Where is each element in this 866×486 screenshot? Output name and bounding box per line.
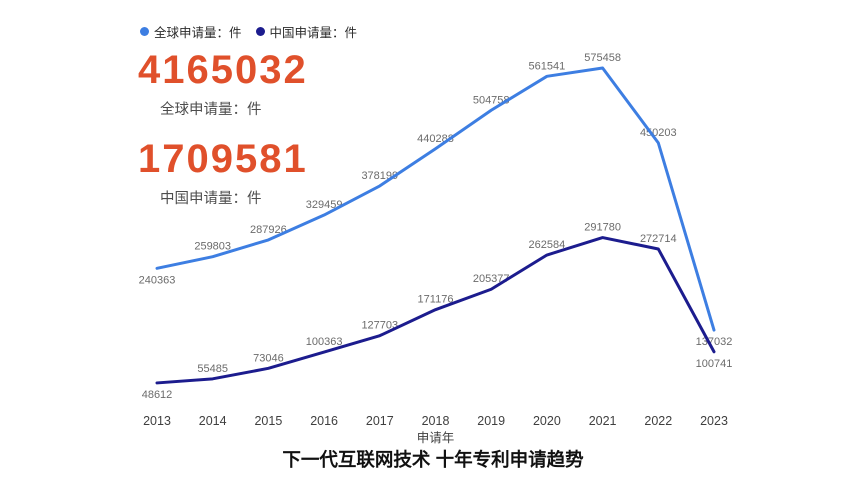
x-axis-tick: 2019 [477,414,505,428]
x-axis-tick: 2023 [700,414,728,428]
data-label: 561541 [529,60,566,72]
data-label: 262584 [529,239,566,251]
series-line-中国申请量 [155,236,716,385]
series-line-全球申请量 [155,66,716,332]
china-series-dot-icon [255,27,265,36]
data-label: 55485 [197,363,228,375]
x-axis-title: 申请年 [417,431,455,445]
global-total-label: 全球申请量：件 [160,102,262,118]
data-label: 329459 [306,199,343,211]
data-label: 291780 [584,222,621,234]
data-label: 450203 [640,127,677,139]
x-axis-tick: 2020 [533,414,561,428]
x-axis-tick: 2017 [366,414,394,428]
chart-title: 下一代互联网技术 十年专利申请趋势 [282,449,584,470]
legend-label-china: 中国申请量：件 [269,26,358,40]
x-axis-tick: 2021 [589,414,617,428]
x-axis-tick: 2018 [422,414,450,428]
x-axis-tick: 2014 [199,414,227,428]
summary-stats: 4165032 全球申请量：件 1709581 中国申请量：件 [138,48,358,226]
data-label: 100741 [696,358,733,370]
data-label: 240363 [139,274,176,286]
data-label: 272714 [640,233,677,245]
data-label: 171176 [418,294,454,306]
data-label: 259803 [194,241,231,253]
china-total-label: 中国申请量：件 [160,191,262,207]
x-axis-tick: 2022 [644,414,672,428]
legend-item-china[interactable]: 中国申请量：件 [255,22,358,41]
china-total-value: 1709581 [138,137,308,181]
data-label: 48612 [142,389,173,401]
data-label: 504758 [473,94,510,106]
x-axis-tick: 2013 [143,414,171,428]
x-axis-tick: 2016 [310,414,338,428]
data-label: 575458 [584,52,621,64]
data-label: 100363 [306,336,343,348]
chart-legend: 全球申请量：件 中国申请量：件 [140,22,357,41]
legend-item-global[interactable]: 全球申请量：件 [140,22,242,41]
legend-label-global: 全球申请量：件 [154,26,242,40]
data-label: 73046 [253,352,284,364]
x-axis-tick: 2015 [254,414,282,428]
data-label: 137032 [696,336,733,348]
data-label: 127703 [361,320,398,332]
global-series-dot-icon [140,27,149,36]
data-label: 205377 [473,273,510,285]
global-total-value: 4165032 [138,48,308,92]
data-label: 287926 [250,224,287,236]
